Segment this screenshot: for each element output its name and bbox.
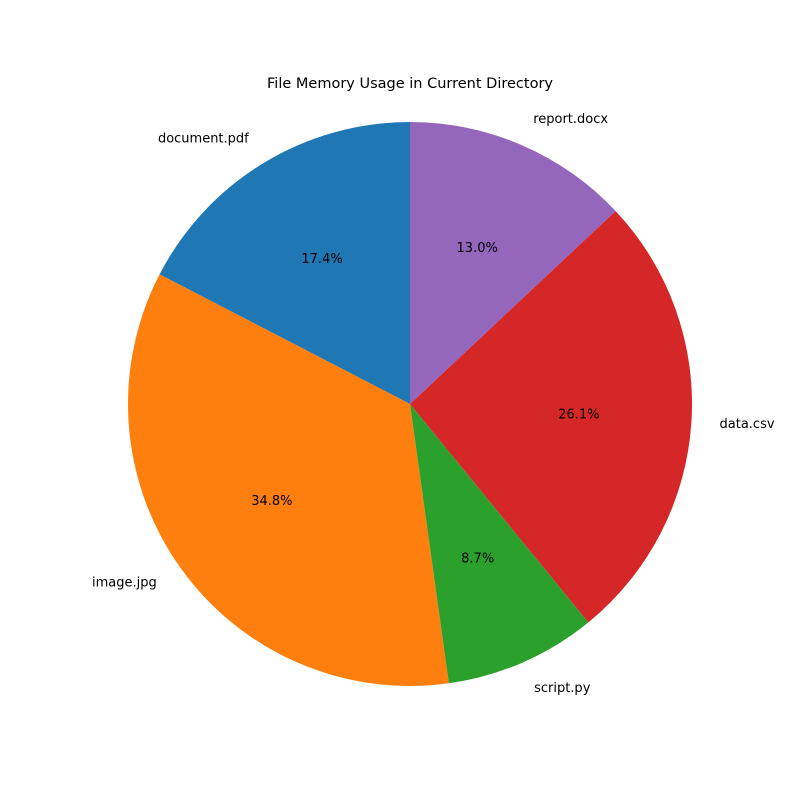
slice-label-document-pdf: document.pdf: [158, 132, 249, 147]
percentage-labels: 17.4% 34.8% 8.7% 26.1% 13.0%: [251, 241, 599, 566]
slice-label-data-csv: data.csv: [720, 417, 775, 432]
pct-label-script-py: 8.7%: [461, 552, 494, 567]
pct-label-data-csv: 26.1%: [558, 408, 599, 423]
pie-slice-image-jpg: [127, 274, 449, 686]
slice-label-image-jpg: image.jpg: [92, 576, 157, 591]
slice-label-report-docx: report.docx: [533, 112, 608, 127]
pct-label-image-jpg: 34.8%: [251, 494, 292, 509]
pie-slice-report-docx: [410, 122, 616, 404]
chart-title: File Memory Usage in Current Directory: [267, 76, 553, 92]
slice-labels: document.pdf image.jpg script.py data.csv re…: [92, 112, 775, 696]
pct-label-document-pdf: 17.4%: [301, 252, 342, 267]
pie-slice-document-pdf: [159, 122, 410, 404]
pie-wedges: [127, 122, 692, 686]
pct-label-report-docx: 13.0%: [457, 241, 498, 256]
pie-slice-script-py: [410, 404, 589, 684]
pie-slice-data-csv: [410, 210, 692, 623]
slice-label-script-py: script.py: [534, 681, 591, 696]
